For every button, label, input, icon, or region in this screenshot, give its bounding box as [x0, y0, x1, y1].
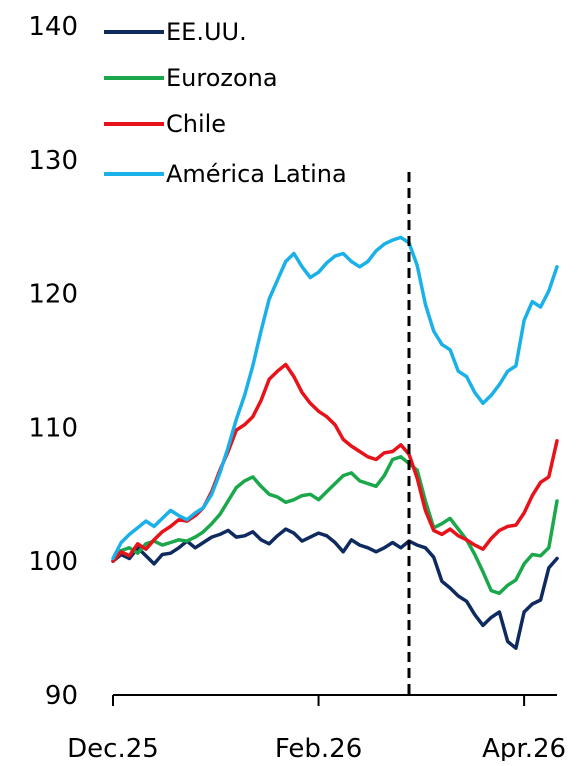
series-lines: [111, 235, 559, 650]
y-tick-label: 120: [28, 280, 78, 310]
y-tick-label: 100: [28, 547, 78, 577]
axes: Dec.25 Feb.26 Apr.26 90 100 110 120 130 140: [28, 12, 566, 764]
series-line-am-rica-latina: [111, 235, 559, 561]
x-tick-label: Apr.26: [482, 734, 566, 761]
legend: EE.UU. Eurozona Chile América Latina: [104, 18, 347, 188]
legend-item: Chile: [104, 110, 226, 138]
legend-label: Chile: [166, 110, 226, 138]
y-tick-label: 140: [28, 12, 78, 42]
legend-label: EE.UU.: [166, 18, 247, 46]
legend-label: América Latina: [166, 160, 347, 188]
x-tick-label: Feb.26: [275, 734, 362, 761]
y-tick-label: 130: [28, 146, 78, 176]
legend-item: América Latina: [104, 160, 347, 188]
x-tick-label: Dec.25: [67, 734, 159, 761]
series-line-eurozona: [111, 455, 559, 596]
legend-label: Eurozona: [166, 64, 278, 92]
y-tick-label: 110: [28, 413, 78, 443]
legend-item: EE.UU.: [104, 18, 247, 46]
y-tick-label: 90: [45, 681, 78, 711]
legend-item: Eurozona: [104, 64, 278, 92]
